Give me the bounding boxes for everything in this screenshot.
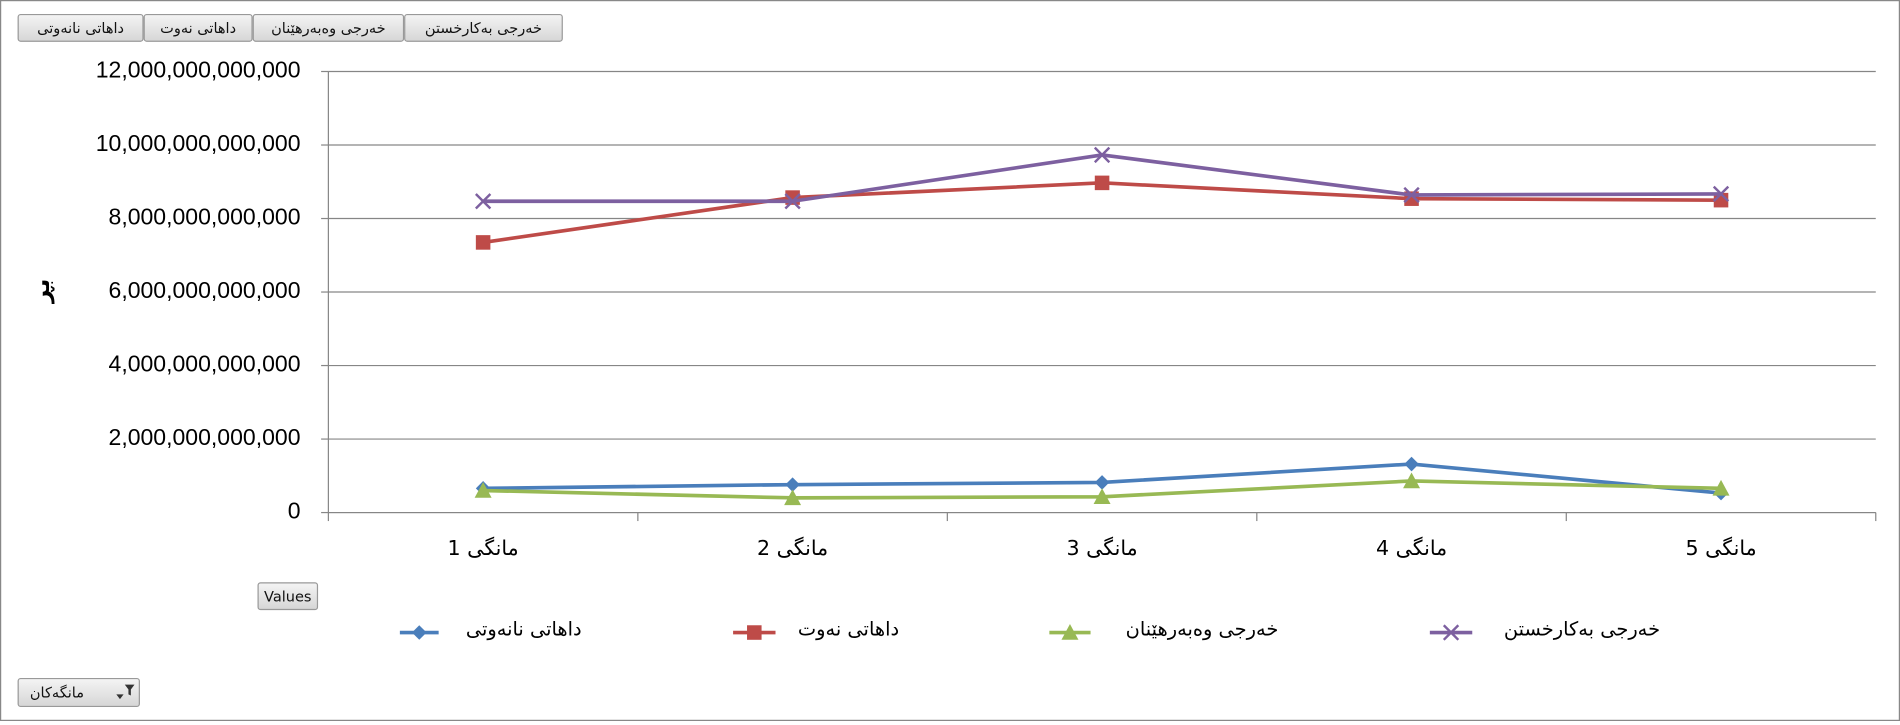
button-face[interactable] (17, 677, 140, 708)
y-tick-label: 10,000,000,000,000 (96, 130, 301, 156)
legend-label: داهاتی نانەوتی (466, 618, 582, 641)
button-label[interactable]: خەرجی وەبەرهێنان (271, 21, 386, 37)
y-tick-label: 8,000,000,000,000 (109, 204, 301, 230)
marker (1403, 472, 1421, 489)
legend-entry: داهاتی نەوت (733, 618, 899, 641)
values-button[interactable]: Values (257, 582, 319, 611)
button-label[interactable]: مانگەکان (30, 684, 84, 702)
button-label[interactable]: خەرجی بەکارخستن (425, 21, 542, 37)
legend-label: خەرجی بەکارخستن (1504, 618, 1660, 641)
marker (475, 235, 491, 250)
marker (474, 193, 492, 210)
legend-label: داهاتی نەوت (798, 618, 899, 641)
x-tick-label: مانگی 2 (757, 536, 828, 560)
marker (784, 193, 801, 210)
button-face[interactable] (143, 13, 253, 42)
field-button[interactable]: خەرجی وەبەرهێنان (252, 13, 405, 42)
button-label[interactable]: داهاتی نەوت (160, 21, 236, 37)
x-tick-label: مانگی 1 (448, 536, 519, 560)
legend-marker (1061, 624, 1079, 640)
legend-entry: خەرجی بەکارخستن (1429, 618, 1660, 641)
y-axis-title: بڕ (29, 279, 55, 304)
legend-entry: داهاتی نانەوتی (399, 618, 582, 641)
button-face[interactable] (17, 13, 144, 42)
filter-icon[interactable] (116, 684, 135, 700)
axis-field-button[interactable]: مانگەکان (17, 677, 140, 708)
legend-marker (1442, 624, 1460, 641)
x-tick-label: مانگی 5 (1685, 536, 1756, 560)
button-label[interactable]: Values (264, 589, 311, 605)
legend-marker (747, 625, 762, 640)
y-tick-label: 2,000,000,000,000 (109, 424, 301, 450)
marker (1093, 488, 1111, 505)
marker (784, 489, 802, 506)
x-tick-label: مانگی 3 (1066, 536, 1137, 560)
marker (1712, 185, 1730, 203)
button-face[interactable] (257, 582, 319, 611)
marker (1403, 186, 1420, 204)
legend-marker (411, 625, 427, 640)
legend-label: خەرجی وەبەرهێنان (1126, 618, 1279, 641)
button-label[interactable]: داهاتی نانەوتی (37, 21, 124, 37)
y-tick-label: 12,000,000,000,000 (96, 57, 301, 83)
y-tick-label: 0 (288, 498, 301, 524)
button-face[interactable] (404, 13, 563, 42)
x-tick-label: مانگی 4 (1376, 536, 1447, 560)
y-tick-label: 4,000,000,000,000 (109, 351, 301, 377)
field-button[interactable]: داهاتی نەوت (143, 13, 253, 42)
marker (1712, 479, 1730, 496)
field-button[interactable]: داهاتی نانەوتی (17, 13, 144, 42)
marker (1094, 175, 1110, 191)
marker (474, 482, 492, 498)
button-face[interactable] (252, 13, 405, 42)
y-tick-label: 6,000,000,000,000 (109, 277, 301, 303)
field-button[interactable]: خەرجی بەکارخستن (404, 13, 563, 42)
legend-entry: خەرجی وەبەرهێنان (1049, 618, 1278, 641)
marker (1093, 146, 1111, 164)
